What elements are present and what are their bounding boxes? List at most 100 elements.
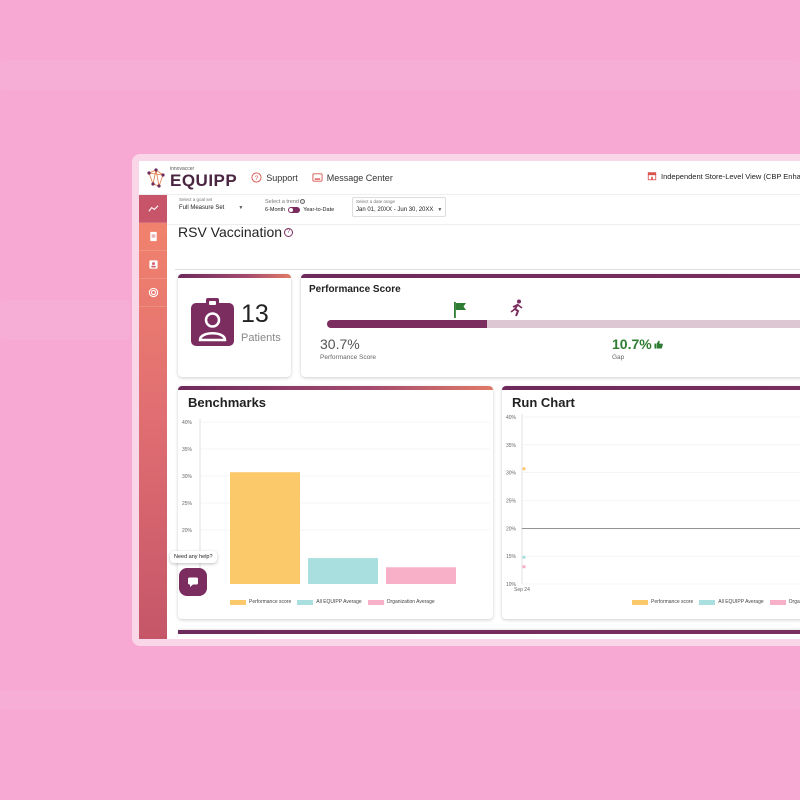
legend-item: All EQUIPP Average [699,599,764,605]
goal-set-label: Select a goal set [179,197,213,202]
gap-value-text: 10.7% [612,336,652,352]
series-point-1 [522,467,526,471]
legend-swatch [230,599,246,605]
series-point-2 [522,555,526,559]
store-view-selector[interactable]: Independent Store-Level View (CBP Enhanc [647,171,800,181]
sidebar-item-target[interactable] [139,279,167,307]
chevron-down-icon: ▼ [238,205,244,211]
y-tick-label: 35% [182,447,193,453]
patient-badge-icon [191,298,234,346]
background-streak [0,300,130,340]
legend-swatch [632,599,648,605]
y-tick-label: 40% [506,415,517,421]
legend-item: All EQUIPP Average [297,599,362,605]
card-accent [178,386,493,390]
target-icon [148,287,158,298]
card-accent [178,630,800,634]
y-tick-label: 35% [506,443,517,449]
y-tick-label: 40% [182,420,193,426]
svg-text:?: ? [255,175,259,182]
run-chart-title: Run Chart [512,395,575,410]
performance-progress-fill [327,320,487,328]
trend-toggle[interactable] [288,207,301,213]
series-point-3 [522,565,526,569]
bar-1 [230,472,300,584]
support-link[interactable]: ? Support [251,172,298,183]
y-tick-label: 20% [506,526,517,532]
gap-label: Gap [612,354,625,361]
message-center-link[interactable]: Message Center [312,172,393,183]
flag-icon [454,302,466,318]
legend-item: Performance score [230,599,291,605]
sidebar [139,195,167,639]
run-chart: 40% 35% 30% 25% 20% 15% 10%Sep 24 [506,414,800,593]
y-tick-label: 25% [506,499,517,505]
legend-swatch [367,599,384,605]
y-tick-label: 30% [182,474,193,480]
y-tick-label: 10% [506,582,517,588]
trend-selector: Select a trend? 6-Month Year-to-Date [265,199,334,213]
chevron-down-icon: ▼ [437,207,443,213]
legend-item: Organization Average [367,599,435,605]
page-title-text: RSV Vaccination [178,224,283,240]
benchmarks-card: Benchmarks 40% 35% 30% 25% 20% Performance s… [178,386,493,619]
sidebar-item-reports[interactable] [139,223,167,251]
background-streak [0,60,800,90]
card-accent [502,386,800,390]
help-icon[interactable]: ? [284,227,294,237]
support-label: Support [266,172,298,183]
y-tick-label: 15% [506,554,517,560]
y-tick-label: 20% [182,528,193,534]
goal-set-select[interactable]: Select a goal set Full Measure Set ▼ [179,197,243,211]
screenshot-frame: innovaccer EQUIPP ? Support Message Cent… [132,154,800,646]
help-bubble: Need any help? [170,551,217,563]
help-circle-icon: ? [251,172,262,183]
date-range-value: Jan 01, 20XX - Jun 30, 20XX [356,207,434,213]
help-icon[interactable]: ? [299,199,305,204]
performance-title: Performance Score [309,284,401,295]
page-title: RSV Vaccination ? [178,224,294,240]
legend-label: Orga [788,599,800,605]
app-window: innovaccer EQUIPP ? Support Message Cent… [139,161,800,639]
trend-year-to-date[interactable]: Year-to-Date [303,207,335,213]
logo[interactable]: innovaccer EQUIPP [145,165,237,189]
x-tick-label: Sep 24 [514,587,530,593]
logo-subtext: innovaccer [170,165,195,172]
bar-2 [308,558,378,584]
sidebar-item-trends[interactable] [139,195,167,223]
sidebar-item-patients[interactable] [139,251,167,279]
y-tick-label: 25% [182,501,193,507]
legend-label: Performance score [651,599,694,605]
runner-icon [510,299,523,317]
patient-count: 13 [241,300,269,328]
legend-label: All EQUIPP Average [718,599,764,605]
store-icon [647,172,657,181]
thumbs-up-icon [654,340,663,349]
top-bar: innovaccer EQUIPP ? Support Message Cent… [139,161,800,195]
legend-item: Performance score [632,599,693,605]
legend-swatch [699,599,716,605]
performance-progress-track [327,320,800,328]
legend-swatch [297,599,314,605]
help-chat-button[interactable] [179,568,207,596]
trend-label: Select a trend [265,199,299,205]
date-range-select[interactable]: Select a date range Jan 01, 20XX - Jun 3… [352,197,447,217]
chat-icon [188,577,198,587]
document-icon [149,231,157,242]
performance-score-value: 30.7% [320,336,360,352]
gap-value: 10.7% [612,336,663,352]
patient-label: Patients [241,332,281,344]
goal-set-value: Full Measure Set [179,205,225,211]
message-icon [312,173,323,182]
performance-score-label: Performance Score [320,354,376,361]
legend-label: Organization Average [386,599,435,605]
run-chart-legend: Performance score All EQUIPP Average Orga [632,599,800,605]
logo-network-icon [147,167,165,188]
performance-card: Performance Score 30.7% Performance Scor… [301,274,800,377]
bar-3 [386,567,456,584]
y-tick-label: 30% [506,471,517,477]
legend-item: Orga [769,599,800,605]
legend-label: Performance score [249,599,292,605]
filter-bar: Select a goal set Full Measure Set ▼ Sel… [167,195,800,225]
trend-6-month[interactable]: 6-Month [265,207,286,213]
